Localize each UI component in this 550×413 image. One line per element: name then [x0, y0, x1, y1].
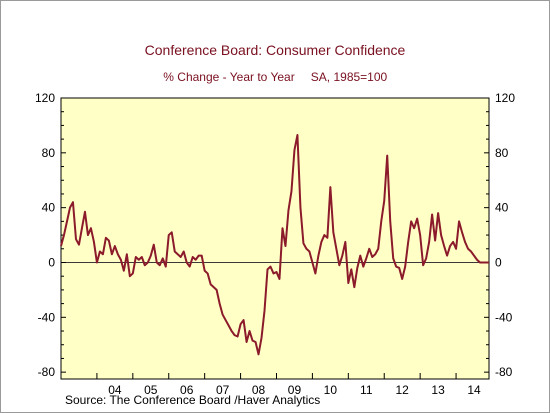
y-tick-label-right: -80 — [495, 365, 513, 379]
y-tick-label-right: 120 — [495, 91, 515, 105]
x-tick-label: 07 — [216, 383, 230, 397]
y-tick-label-left: 0 — [48, 255, 55, 269]
y-tick-label-left: 40 — [42, 201, 56, 215]
x-tick-label: 06 — [180, 383, 194, 397]
y-tick-label-left: 120 — [35, 91, 55, 105]
source-note: Source: The Conference Board /Haver Anal… — [65, 393, 320, 407]
x-tick-label: 05 — [144, 383, 158, 397]
x-tick-label: 13 — [431, 383, 445, 397]
y-tick-label-right: 40 — [495, 201, 509, 215]
x-tick-label: 11 — [360, 383, 373, 397]
x-tick-label: 09 — [288, 383, 302, 397]
x-tick-label: 12 — [396, 383, 410, 397]
x-tick-label: 08 — [252, 383, 266, 397]
y-axis-right: -80 -40 0 40 80 120 — [484, 91, 515, 379]
y-axis-left: -80 -40 0 40 80 120 — [35, 91, 66, 379]
y-tick-label-left: -80 — [38, 365, 56, 379]
y-tick-label-right: 80 — [495, 146, 509, 160]
y-tick-label-left: -40 — [38, 310, 56, 324]
chart-title: Conference Board: Consumer Confidence — [145, 42, 406, 58]
x-tick-label: 14 — [467, 383, 481, 397]
series-group — [60, 134, 489, 356]
x-tick-label: 04 — [108, 383, 122, 397]
x-axis: 04 05 06 07 08 09 10 11 12 13 14 — [60, 373, 481, 397]
chart-subtitle-right: SA, 1985=100 — [311, 70, 388, 84]
x-tick-label: 10 — [324, 383, 338, 397]
y-tick-label-left: 80 — [42, 146, 56, 160]
chart-subtitle-left: % Change - Year to Year — [163, 70, 294, 84]
y-tick-label-right: -40 — [495, 310, 513, 324]
y-tick-label-right: 0 — [495, 255, 502, 269]
plot-area — [60, 97, 490, 380]
series-line — [60, 134, 489, 356]
